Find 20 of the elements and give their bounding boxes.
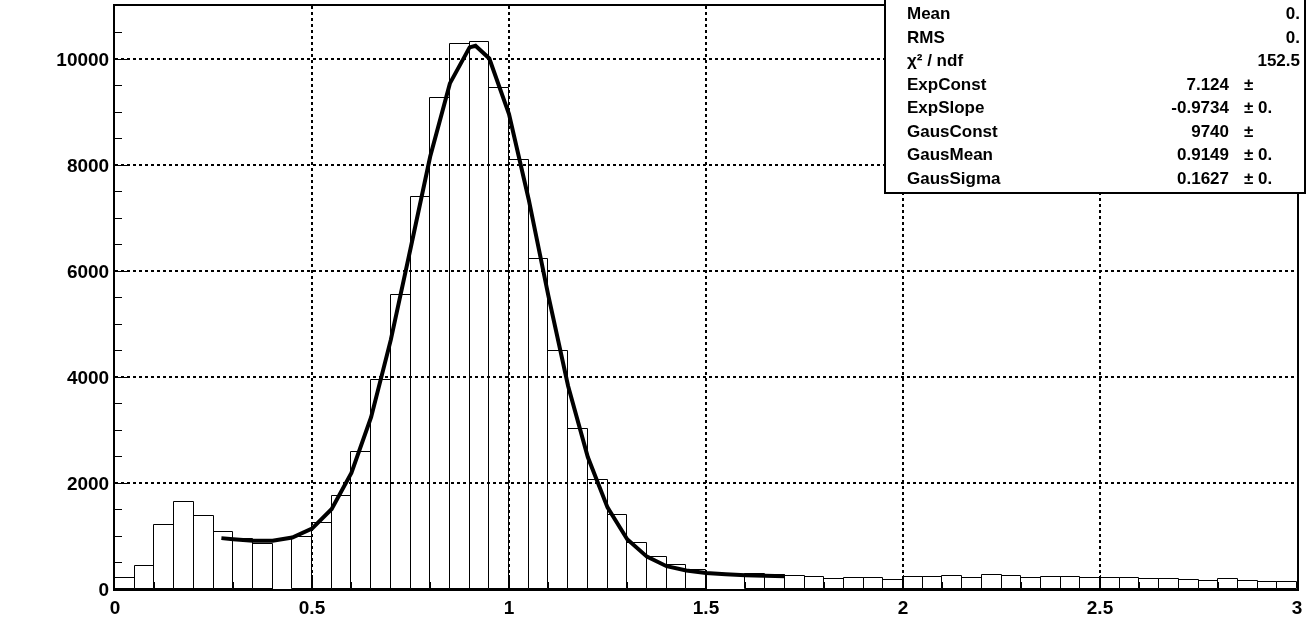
- x-tick-label: 2: [897, 596, 909, 618]
- y-tick-label: 0: [98, 578, 110, 600]
- text: GausSigma 0.1627 ± 0.: [907, 168, 1273, 188]
- x-tick-label: 3: [1291, 596, 1303, 618]
- x-tick-label: 0.5: [298, 596, 326, 618]
- text: RMS 0.: [907, 27, 1300, 47]
- text: GausConst 9740 ±: [907, 121, 1254, 141]
- y-tick-label: 10000: [56, 48, 110, 70]
- text: GausMean 0.9149 ± 0.: [907, 145, 1273, 164]
- y-tick-label: 8000: [66, 154, 110, 176]
- text: ExpSlope -0.9734 ± 0.: [907, 98, 1273, 117]
- x-tick-label: 2.5: [1086, 596, 1114, 618]
- text: Mean 0.: [907, 4, 1300, 23]
- text: χ² / ndf 152.5: [907, 51, 1300, 70]
- x-tick-label: 1.5: [692, 596, 720, 618]
- y-tick-label: 2000: [66, 472, 110, 494]
- text: ExpConst 7.124 ±: [907, 74, 1254, 94]
- y-tick-label: 6000: [66, 260, 110, 282]
- y-tick-label: 4000: [66, 366, 110, 388]
- x-tick-label: 1: [503, 596, 515, 618]
